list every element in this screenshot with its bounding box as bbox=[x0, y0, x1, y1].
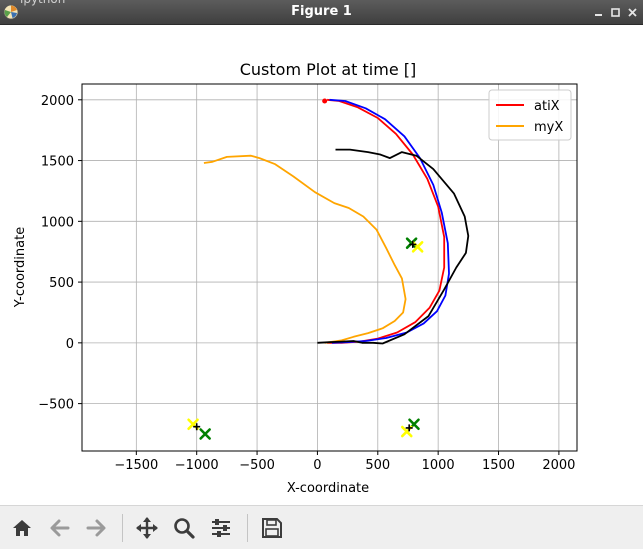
navigation-toolbar bbox=[0, 505, 643, 549]
configure-subplots-button[interactable] bbox=[207, 514, 235, 542]
x-tick-label: 1000 bbox=[422, 458, 455, 473]
series-line-trajectory-2 bbox=[329, 98, 450, 344]
arrow-left-icon bbox=[50, 519, 70, 537]
floppy-disk-icon bbox=[262, 518, 282, 538]
minimize-icon[interactable] bbox=[592, 6, 605, 19]
close-icon[interactable] bbox=[626, 6, 639, 19]
dot-marker bbox=[322, 98, 328, 104]
grid-lines bbox=[82, 84, 577, 451]
x-tick-label: 500 bbox=[365, 458, 390, 473]
x-marker bbox=[405, 237, 418, 249]
arrow-right-icon bbox=[86, 519, 106, 537]
background-window-title: ipython bbox=[20, 0, 65, 6]
y-tick-label: 1000 bbox=[41, 215, 74, 230]
x-tick-label: 1500 bbox=[482, 458, 515, 473]
x-tick-label: 0 bbox=[313, 458, 321, 473]
matplotlib-app-icon bbox=[3, 4, 19, 20]
series-line-trajectory-3 bbox=[317, 148, 470, 345]
home-button[interactable] bbox=[8, 514, 36, 542]
zoom-button[interactable] bbox=[170, 514, 198, 542]
axes-frame bbox=[81, 83, 578, 452]
x-tick-label: −1000 bbox=[175, 458, 219, 473]
x-marker bbox=[199, 428, 211, 440]
forward-button[interactable] bbox=[82, 514, 110, 542]
x-tick-label: −1500 bbox=[114, 458, 158, 473]
toolbar-separator bbox=[122, 514, 123, 542]
x-axis-label: X-coordinate bbox=[287, 481, 369, 496]
maximize-icon[interactable] bbox=[609, 6, 622, 19]
window-title: Figure 1 bbox=[291, 4, 352, 19]
title-bar[interactable]: ipython Figure 1 bbox=[0, 0, 643, 25]
home-icon bbox=[13, 520, 31, 536]
y-tick-label: 2000 bbox=[41, 94, 74, 109]
sliders-icon bbox=[212, 519, 230, 537]
y-tick-label: 500 bbox=[49, 276, 74, 291]
magnifier-icon bbox=[174, 518, 195, 539]
chart-title: Custom Plot at time [] bbox=[240, 60, 417, 79]
legend: atiX myX bbox=[488, 89, 572, 141]
axis-ticks: −1500 −1000 −500 0 500 1000 1500 2000 −500 0 500 10… bbox=[38, 94, 575, 473]
plot-area bbox=[187, 98, 470, 440]
series-line-myX bbox=[203, 154, 407, 344]
toolbar-separator bbox=[247, 514, 248, 542]
plot-svg[interactable]: Custom Plot at time [] X-coordinate Y-co… bbox=[1, 25, 642, 503]
legend-box bbox=[488, 89, 572, 141]
plus-marker bbox=[409, 240, 417, 248]
y-axis-label: Y-coordinate bbox=[13, 227, 28, 308]
save-button[interactable] bbox=[258, 514, 286, 542]
move-icon bbox=[136, 517, 158, 539]
x-tick-label: −500 bbox=[239, 458, 275, 473]
x-tick-label: 2000 bbox=[542, 458, 575, 473]
y-tick-label: 0 bbox=[66, 337, 74, 352]
back-button[interactable] bbox=[46, 514, 74, 542]
figure-canvas[interactable]: Custom Plot at time [] X-coordinate Y-co… bbox=[1, 25, 642, 503]
plus-marker bbox=[405, 424, 413, 432]
plus-marker bbox=[193, 423, 201, 431]
y-tick-label: 1500 bbox=[41, 155, 74, 170]
y-tick-label: −500 bbox=[38, 398, 74, 413]
legend-label: atiX bbox=[534, 99, 560, 114]
pan-button[interactable] bbox=[133, 514, 161, 542]
legend-label: myX bbox=[534, 120, 563, 135]
